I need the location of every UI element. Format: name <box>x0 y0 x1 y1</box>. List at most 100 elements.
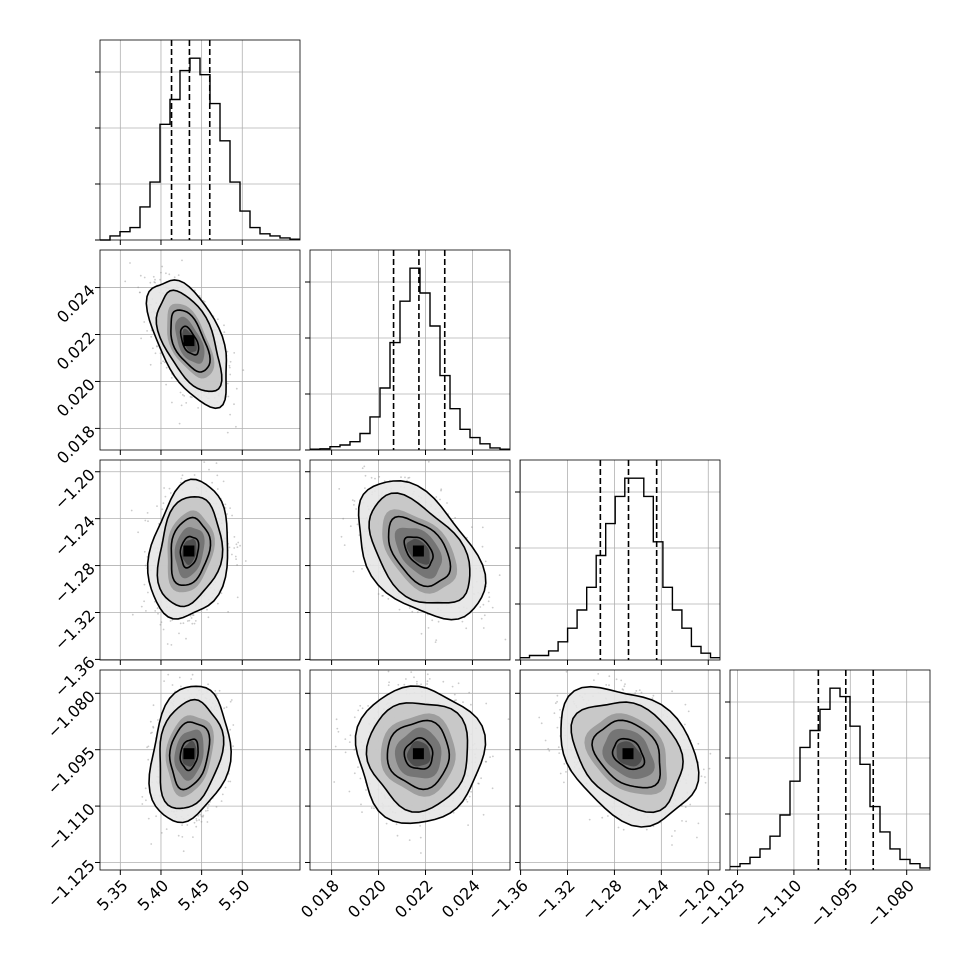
sample-point <box>208 468 210 471</box>
sample-point <box>235 558 238 560</box>
sample-point <box>159 352 162 355</box>
sample-point <box>206 809 209 812</box>
sample-point <box>471 526 473 528</box>
sample-point <box>411 610 414 613</box>
scatter-panel-2-1 <box>99 249 301 451</box>
sample-point <box>435 639 438 641</box>
sample-point <box>337 730 340 733</box>
sample-point <box>226 513 229 515</box>
sample-point <box>374 477 376 480</box>
sample-point <box>228 546 231 549</box>
sample-point <box>130 509 133 512</box>
sample-point <box>435 496 438 498</box>
sample-point <box>141 796 144 798</box>
panel-frame <box>99 39 301 241</box>
panel-frame <box>519 459 721 661</box>
sample-point <box>181 836 184 838</box>
sample-point <box>159 278 162 281</box>
sample-point <box>156 607 159 610</box>
sample-point <box>156 345 158 348</box>
sample-point <box>181 824 184 826</box>
density-peak <box>412 545 424 557</box>
sample-point <box>137 286 140 289</box>
sample-point <box>195 818 198 820</box>
sample-point <box>155 815 158 818</box>
sample-point <box>484 560 487 563</box>
sample-point <box>359 704 362 707</box>
sample-point <box>147 745 150 748</box>
sample-point <box>492 755 494 758</box>
panel-frame <box>309 249 511 451</box>
sample-point <box>363 465 366 468</box>
sample-point <box>129 262 131 264</box>
sample-point <box>165 272 167 275</box>
sample-point <box>481 526 484 529</box>
sample-point <box>206 807 209 809</box>
sample-point <box>178 676 181 679</box>
sample-point <box>235 387 238 390</box>
scatter-panel-3-2 <box>309 459 511 661</box>
sample-point <box>349 734 352 737</box>
sample-point <box>232 745 235 748</box>
sample-point <box>434 641 437 643</box>
sample-point <box>233 403 235 406</box>
sample-point <box>236 596 239 599</box>
histogram-step <box>310 267 510 450</box>
sample-point <box>162 360 165 363</box>
sample-point <box>190 617 193 619</box>
sample-point <box>191 673 194 676</box>
sample-point <box>404 476 406 479</box>
sample-point <box>446 502 448 504</box>
sample-point <box>177 274 180 276</box>
sample-point <box>364 487 366 489</box>
sample-point <box>198 295 201 297</box>
sample-point <box>143 276 146 279</box>
sample-point <box>235 543 238 546</box>
sample-point <box>236 564 239 566</box>
sample-point <box>387 670 390 673</box>
sample-point <box>231 514 234 517</box>
sample-point <box>171 684 174 686</box>
sample-point <box>180 477 183 480</box>
sample-point <box>480 777 482 780</box>
sample-point <box>218 689 221 692</box>
sample-point <box>225 706 228 709</box>
sample-point <box>465 627 468 630</box>
sample-point <box>233 547 236 549</box>
sample-point <box>361 811 363 813</box>
sample-point <box>152 347 154 350</box>
sample-point <box>165 383 168 386</box>
sample-point <box>169 620 172 622</box>
sample-point <box>192 836 194 838</box>
sample-point <box>140 337 143 340</box>
sample-point <box>488 596 491 598</box>
sample-point <box>192 614 195 616</box>
sample-point <box>227 611 230 613</box>
sample-point <box>180 404 183 407</box>
sample-point <box>455 699 457 701</box>
sample-point <box>482 603 485 606</box>
sample-point <box>229 780 232 783</box>
sample-point <box>203 461 206 463</box>
sample-point <box>195 819 198 822</box>
sample-point <box>179 622 182 625</box>
sample-point <box>224 786 227 789</box>
sample-point <box>170 644 173 646</box>
sample-point <box>165 828 168 830</box>
sample-point <box>427 460 430 463</box>
scatter-panel-4-2 <box>309 669 511 871</box>
sample-point <box>231 553 233 556</box>
sample-point <box>147 520 149 523</box>
sample-point <box>168 273 171 276</box>
sample-point <box>169 492 172 494</box>
sample-point <box>462 701 464 703</box>
sample-point <box>232 724 235 726</box>
histogram-panel-4 <box>725 669 931 871</box>
sample-point <box>150 843 153 845</box>
sample-point <box>221 793 224 796</box>
sample-point <box>185 637 187 640</box>
sample-point <box>487 600 490 603</box>
sample-point <box>205 810 207 812</box>
sample-point <box>140 605 143 608</box>
sample-point <box>153 281 156 283</box>
